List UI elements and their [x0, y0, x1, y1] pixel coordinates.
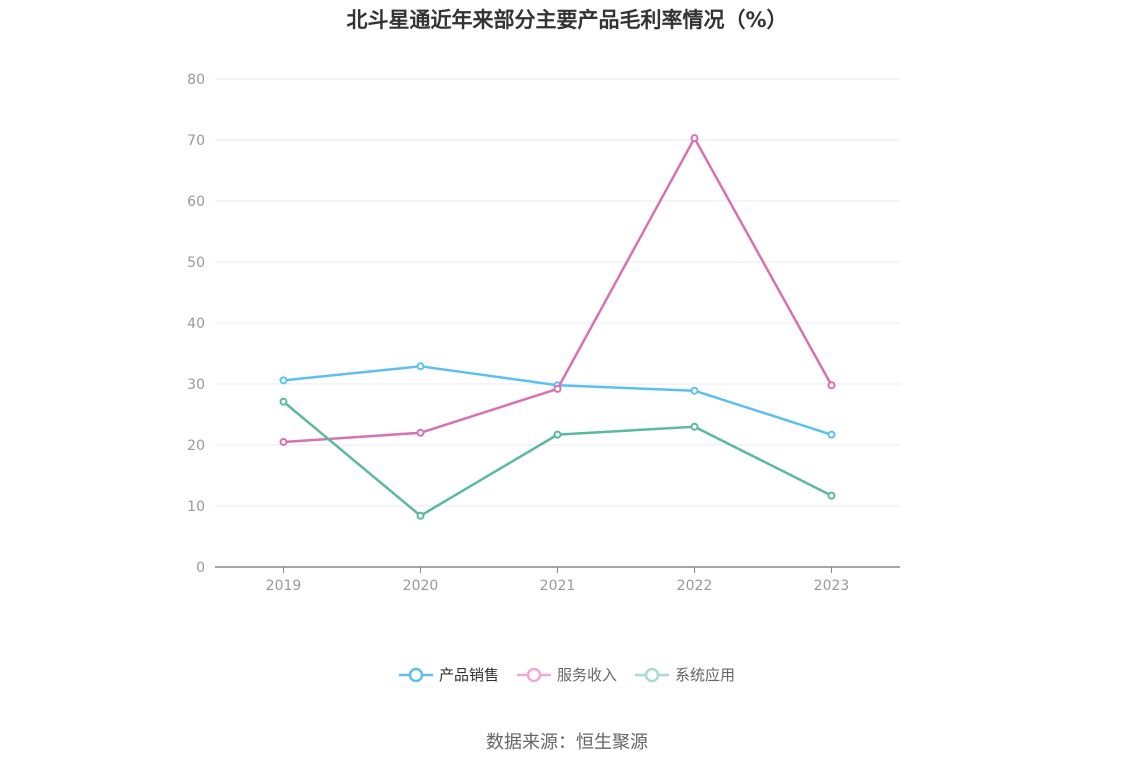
data-point[interactable] — [690, 134, 699, 143]
data-point[interactable] — [827, 491, 836, 500]
y-tick-label: 60 — [187, 194, 205, 210]
data-point[interactable] — [416, 511, 425, 520]
y-axis-ticks: 0 10 20 30 40 50 60 70 80 — [187, 72, 205, 576]
data-point[interactable] — [416, 362, 425, 371]
y-tick-label: 50 — [187, 255, 205, 271]
series-line-3 — [282, 400, 833, 518]
x-tick-label: 2021 — [540, 578, 576, 594]
legend-item-3[interactable]: 系统应用 — [635, 664, 735, 685]
data-point[interactable] — [279, 397, 288, 406]
x-tick-label: 2019 — [266, 578, 302, 594]
legend-label: 系统应用 — [675, 666, 736, 684]
legend-item-1[interactable]: 产品销售 — [398, 664, 499, 685]
grid-lines — [215, 78, 900, 507]
y-tick-label: 20 — [187, 438, 205, 454]
legend-label: 产品销售 — [438, 666, 499, 684]
legend: 产品销售 服务收入 系统应用 — [0, 664, 1134, 685]
x-tick-label: 2022 — [677, 578, 713, 594]
data-point[interactable] — [553, 430, 562, 439]
y-tick-label: 30 — [187, 377, 205, 393]
x-tick-label: 2023 — [814, 578, 850, 594]
line-chart: 0 10 20 30 40 50 60 70 80 2019 2020 2021 2022 2023 — [187, 72, 900, 594]
data-point[interactable] — [827, 430, 836, 439]
data-point[interactable] — [416, 428, 425, 437]
series-line-2 — [283, 136, 833, 444]
y-tick-label: 70 — [187, 133, 205, 149]
legend-line-circle-icon — [516, 667, 551, 682]
series-line-1 — [283, 365, 832, 436]
legend-item-2[interactable]: 服务收入 — [516, 664, 617, 685]
y-tick-label: 0 — [196, 560, 205, 576]
legend-label: 服务收入 — [556, 666, 617, 684]
y-tick-label: 40 — [187, 316, 205, 332]
legend-line-circle-icon — [635, 667, 669, 682]
data-point[interactable] — [553, 384, 562, 393]
data-point[interactable] — [279, 437, 288, 446]
legend-line-circle-icon — [398, 667, 433, 682]
data-source: 数据来源：恒生聚源 — [486, 732, 648, 753]
data-point[interactable] — [690, 386, 699, 395]
y-tick-label: 10 — [187, 499, 205, 515]
x-axis: 2019 2020 2021 2022 2023 — [215, 566, 900, 594]
x-tick-label: 2020 — [403, 578, 439, 594]
series-lines — [279, 134, 836, 520]
data-point[interactable] — [827, 381, 836, 390]
data-point[interactable] — [279, 376, 288, 385]
data-point[interactable] — [690, 422, 699, 431]
chart-title: 北斗星通近年来部分主要产品毛利率情况（%） — [346, 8, 788, 32]
y-tick-label: 80 — [187, 72, 205, 88]
